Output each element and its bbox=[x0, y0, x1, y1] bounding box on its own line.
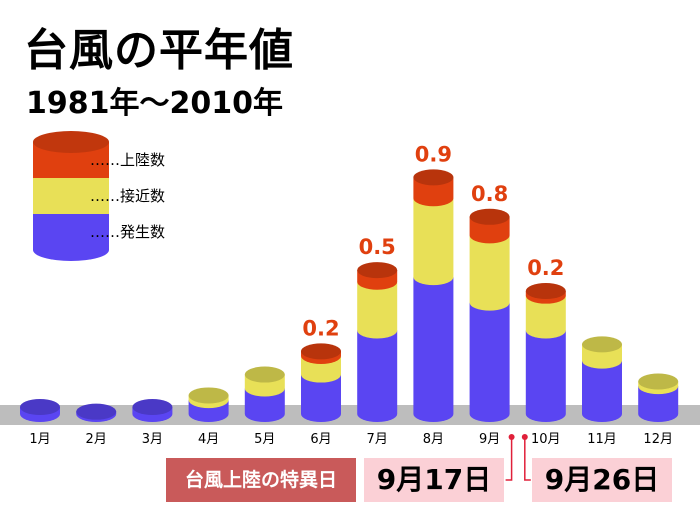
bar-segment-7-1 bbox=[357, 330, 398, 422]
legend-swatch-2 bbox=[33, 178, 109, 225]
legend-label-1: ……上陸数 bbox=[90, 151, 165, 169]
month-label-12: 12月 bbox=[643, 432, 673, 447]
bar-segment-6-1 bbox=[301, 374, 341, 422]
legend-label-2: ……接近数 bbox=[90, 187, 165, 205]
bar-9 bbox=[469, 208, 510, 422]
month-label-4: 4月 bbox=[198, 432, 219, 447]
month-label-6: 6月 bbox=[310, 432, 331, 447]
data-label-6: 0.2 bbox=[302, 316, 339, 340]
month-label-11: 11月 bbox=[587, 432, 617, 447]
bar-segment-9-2 bbox=[469, 235, 510, 311]
month-label-9: 9月 bbox=[479, 432, 500, 447]
bar-top-3 bbox=[132, 399, 173, 416]
bar-segment-9-1 bbox=[469, 302, 510, 422]
month-label-5: 5月 bbox=[254, 432, 275, 447]
bar-segment-11-1 bbox=[582, 360, 622, 422]
legend-swatch-1 bbox=[33, 131, 109, 189]
bar-top-8 bbox=[413, 169, 454, 186]
month-label-10: 10月 bbox=[531, 432, 561, 447]
bar-12 bbox=[638, 373, 679, 422]
month-label-3: 3月 bbox=[142, 432, 163, 447]
special-day-label: 台風上陸の特異日 bbox=[166, 458, 356, 502]
legend: ……上陸数 ……接近数 ……発生数 bbox=[33, 131, 165, 261]
bar-6 bbox=[301, 343, 341, 422]
bar-top-2 bbox=[76, 403, 117, 420]
bar-2 bbox=[76, 403, 117, 422]
bar-top-1 bbox=[20, 399, 60, 416]
special-day-date-2: 9月26日 bbox=[532, 458, 672, 502]
bar-top-9 bbox=[469, 208, 510, 225]
special-day-date-1: 9月17日 bbox=[364, 458, 504, 502]
bar-7 bbox=[357, 262, 398, 422]
bar-3 bbox=[132, 399, 173, 422]
bar-top-4 bbox=[188, 387, 229, 404]
ground-strip bbox=[0, 405, 700, 425]
bar-segment-8-2 bbox=[413, 198, 454, 286]
bar-top-6 bbox=[301, 343, 341, 360]
data-label-10: 0.2 bbox=[527, 256, 564, 280]
month-label-7: 7月 bbox=[367, 432, 388, 447]
bar-4 bbox=[188, 387, 229, 422]
data-label-9: 0.8 bbox=[471, 182, 508, 206]
bar-segment-12-1 bbox=[638, 386, 679, 422]
bar-1 bbox=[20, 399, 60, 422]
special-day-connector-2 bbox=[524, 437, 531, 481]
bar-segment-10-2 bbox=[525, 295, 566, 339]
bar-8 bbox=[413, 169, 454, 422]
bar-top-12 bbox=[638, 373, 679, 390]
month-label-8: 8月 bbox=[423, 432, 444, 447]
bar-top-5 bbox=[244, 366, 285, 383]
data-label-8: 0.9 bbox=[415, 142, 452, 166]
bar-top-10 bbox=[525, 283, 566, 300]
bar-5 bbox=[244, 366, 285, 422]
bar-segment-10-1 bbox=[525, 330, 566, 422]
month-label-2: 2月 bbox=[86, 432, 107, 447]
bar-segment-7-2 bbox=[357, 281, 398, 339]
month-label-1: 1月 bbox=[29, 432, 50, 447]
period-subtitle: 1981年〜2010年 bbox=[26, 86, 283, 121]
bar-top-7 bbox=[357, 262, 398, 279]
legend-swatch-3 bbox=[33, 214, 109, 261]
page-title: 台風の平年値 bbox=[24, 25, 294, 76]
bar-segment-8-1 bbox=[413, 277, 454, 422]
bar-segment-8-3 bbox=[413, 177, 454, 207]
bar-top-11 bbox=[582, 336, 622, 353]
bar-11 bbox=[582, 336, 622, 422]
legend-label-3: ……発生数 bbox=[90, 223, 165, 241]
data-label-7: 0.5 bbox=[359, 235, 396, 259]
bar-10 bbox=[525, 283, 566, 422]
special-day-connector-1 bbox=[505, 437, 513, 481]
bar-segment-5-1 bbox=[244, 388, 285, 422]
